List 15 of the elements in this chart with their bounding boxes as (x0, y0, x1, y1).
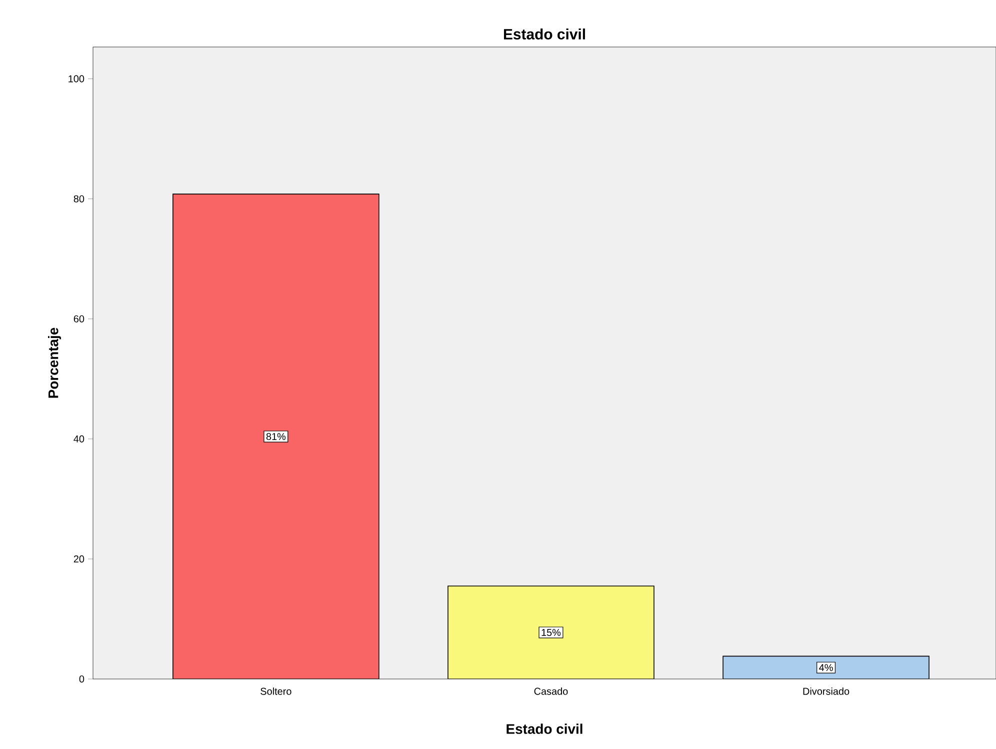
data-label: 4% (819, 664, 833, 672)
chart-title: Estado civil (504, 28, 585, 40)
y-tick-label: 100 (68, 75, 84, 82)
y-tick-label: 80 (74, 195, 84, 202)
y-tick-label: 20 (74, 555, 84, 562)
y-tick-label: 40 (74, 435, 84, 442)
x-tick-label: Casado (534, 688, 568, 695)
data-label: 81% (266, 432, 286, 440)
x-tick-label: Divorsiado (803, 688, 850, 695)
y-tick-label: 0 (79, 675, 84, 683)
y-tick-label: 60 (74, 315, 84, 322)
x-tick-label: Soltero (260, 688, 292, 695)
data-label: 15% (542, 628, 561, 636)
y-axis-title: Porcentaje (48, 328, 62, 398)
x-axis-title: Estado civil (506, 724, 582, 734)
